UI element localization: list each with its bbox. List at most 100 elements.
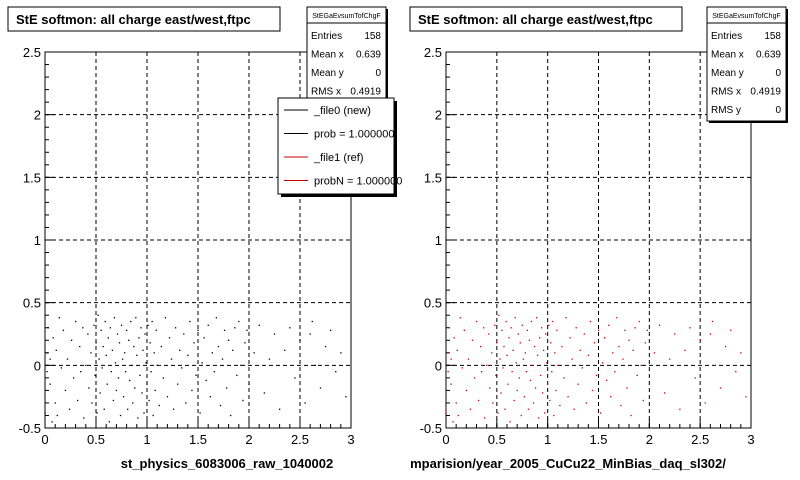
data-point bbox=[201, 362, 203, 364]
data-point bbox=[93, 324, 95, 326]
stats-value: 0.4919 bbox=[750, 87, 781, 98]
data-point bbox=[145, 362, 147, 364]
data-point bbox=[122, 396, 125, 398]
data-point bbox=[238, 320, 240, 323]
data-point bbox=[207, 324, 209, 326]
data-point bbox=[530, 320, 533, 323]
data-point bbox=[172, 408, 175, 410]
data-point bbox=[85, 364, 87, 367]
data-point bbox=[129, 379, 131, 382]
data-point bbox=[541, 392, 544, 394]
data-point bbox=[483, 327, 485, 329]
data-point bbox=[445, 412, 447, 414]
data-point bbox=[461, 367, 463, 369]
data-point bbox=[52, 337, 54, 339]
legend-box bbox=[277, 97, 395, 195]
data-point bbox=[234, 327, 236, 329]
data-point bbox=[579, 349, 581, 351]
data-point bbox=[181, 367, 183, 369]
stats-header: StEGaEvsumTofChgF bbox=[712, 13, 780, 20]
data-point bbox=[694, 377, 696, 379]
data-point bbox=[501, 329, 503, 331]
data-point bbox=[479, 345, 482, 348]
data-point bbox=[533, 345, 536, 348]
data-point bbox=[120, 324, 123, 326]
title-box bbox=[7, 6, 281, 32]
data-point bbox=[203, 337, 205, 339]
data-point bbox=[101, 367, 103, 369]
data-point bbox=[311, 320, 313, 323]
data-point bbox=[608, 324, 610, 326]
data-point bbox=[448, 327, 450, 329]
data-point bbox=[162, 377, 165, 379]
y-tick-label: 2 bbox=[435, 108, 442, 123]
data-point bbox=[506, 354, 508, 357]
data-point bbox=[563, 377, 565, 379]
data-point bbox=[457, 414, 459, 417]
data-point bbox=[94, 374, 96, 377]
x-tick-label: 2 bbox=[646, 432, 653, 447]
data-point bbox=[628, 339, 630, 341]
data-point bbox=[447, 352, 449, 354]
data-point bbox=[610, 396, 612, 398]
data-point bbox=[124, 371, 127, 373]
data-point bbox=[535, 317, 538, 319]
data-point bbox=[669, 358, 671, 360]
data-point bbox=[550, 342, 552, 344]
data-point bbox=[658, 324, 661, 326]
data-point bbox=[557, 364, 559, 367]
data-point bbox=[80, 371, 82, 373]
data-point bbox=[185, 402, 187, 404]
data-point bbox=[177, 383, 179, 385]
data-point bbox=[244, 342, 246, 344]
data-point bbox=[83, 417, 85, 419]
data-point bbox=[49, 383, 51, 385]
data-point bbox=[549, 399, 551, 402]
x-tick-label: 1.5 bbox=[589, 432, 607, 447]
data-point bbox=[597, 329, 600, 331]
data-point bbox=[638, 320, 640, 323]
data-point bbox=[508, 337, 510, 339]
data-point bbox=[551, 371, 553, 373]
stats-value: 0 bbox=[775, 68, 781, 79]
stats-label: Entries bbox=[311, 31, 342, 42]
data-point bbox=[497, 412, 499, 414]
data-point bbox=[555, 389, 557, 392]
data-point bbox=[724, 345, 727, 348]
data-point bbox=[556, 329, 558, 331]
data-point bbox=[187, 354, 189, 357]
data-point bbox=[205, 379, 207, 382]
data-point bbox=[595, 374, 598, 377]
data-point bbox=[75, 320, 77, 323]
x-tick-label: 2 bbox=[245, 432, 252, 447]
x-tick-label: 0.5 bbox=[488, 432, 506, 447]
data-point bbox=[170, 358, 173, 360]
data-point bbox=[450, 358, 452, 360]
data-point bbox=[232, 349, 234, 351]
data-point bbox=[491, 352, 493, 354]
data-point bbox=[529, 379, 532, 382]
data-point bbox=[509, 421, 511, 423]
legend-entry: prob = 1.000000 bbox=[314, 129, 394, 141]
data-point bbox=[223, 329, 226, 331]
stats-value: 0 bbox=[375, 68, 381, 79]
data-point bbox=[480, 371, 483, 373]
data-point bbox=[115, 389, 118, 392]
data-point bbox=[735, 371, 737, 373]
data-point bbox=[116, 333, 119, 335]
data-point bbox=[473, 377, 476, 379]
data-point bbox=[54, 402, 56, 404]
data-point bbox=[632, 349, 634, 351]
stats-box bbox=[706, 6, 787, 122]
data-point bbox=[111, 349, 114, 351]
data-point bbox=[213, 371, 216, 373]
data-point bbox=[246, 329, 248, 331]
data-point bbox=[624, 329, 626, 331]
data-point bbox=[91, 402, 93, 404]
y-tick-label: 0.5 bbox=[23, 296, 41, 311]
data-point bbox=[166, 396, 169, 398]
data-point bbox=[447, 371, 449, 373]
data-point bbox=[123, 352, 126, 354]
